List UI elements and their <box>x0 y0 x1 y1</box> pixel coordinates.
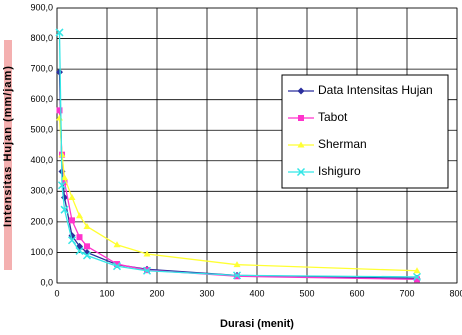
marker <box>112 262 122 271</box>
marker <box>142 266 152 275</box>
series-line <box>58 32 418 278</box>
marker <box>113 241 121 248</box>
y-tick-label: 400,0 <box>30 155 53 165</box>
marker <box>412 272 422 281</box>
x-tick-label: 300 <box>199 288 214 298</box>
legend-marker <box>296 167 306 177</box>
legend: Data Intensitas Hujan Tabot Sherman Ishigur… <box>281 74 449 189</box>
y-tick-label: 600,0 <box>30 94 53 104</box>
marker <box>76 234 83 241</box>
legend-marker <box>298 115 304 121</box>
marker <box>61 174 68 181</box>
y-tick-label: 900,0 <box>30 2 53 12</box>
marker <box>82 251 92 260</box>
marker <box>69 217 75 224</box>
y-axis-label: Intensitas Hujan (mm/jam) <box>2 65 14 227</box>
x-tick-label: 100 <box>99 288 114 298</box>
marker <box>56 107 63 114</box>
marker <box>233 261 241 268</box>
marker <box>143 250 151 257</box>
x-tick-label: 500 <box>299 288 314 298</box>
marker <box>413 267 421 274</box>
legend-box <box>281 74 449 189</box>
marker <box>414 276 420 283</box>
y-tick-label: 0,0 <box>40 277 53 287</box>
y-tick-label: 100,0 <box>30 247 53 257</box>
x-tick-label: 0 <box>54 288 59 298</box>
marker <box>83 222 91 229</box>
marker <box>75 246 84 255</box>
y-tick-label: 800,0 <box>30 33 53 43</box>
y-tick-label: 200,0 <box>30 216 53 226</box>
marker <box>55 28 64 37</box>
marker <box>76 212 83 219</box>
series-line <box>58 117 418 272</box>
marker <box>114 261 120 268</box>
legend-label: Data Intensitas Hujan <box>318 83 433 97</box>
legend-label: Ishiguro <box>318 164 361 178</box>
marker <box>67 236 77 245</box>
y-tick-label: 500,0 <box>30 125 53 135</box>
x-tick-label: 400 <box>249 288 264 298</box>
x-tick-label: 800 <box>449 288 462 298</box>
marker <box>232 271 242 280</box>
y-tick-label: 300,0 <box>30 186 53 196</box>
y-tick-label: 700,0 <box>30 63 53 73</box>
legend-label: Tabot <box>318 110 348 124</box>
x-tick-label: 700 <box>399 288 414 298</box>
marker <box>84 243 90 250</box>
y-label-highlight <box>4 40 12 270</box>
marker <box>60 205 69 214</box>
marker <box>68 193 76 200</box>
legend-marker <box>297 141 305 148</box>
marker <box>57 181 67 190</box>
legend-label: Sherman <box>318 137 367 151</box>
x-tick-label: 600 <box>349 288 364 298</box>
x-axis-label: Durasi (menit) <box>220 318 294 330</box>
legend-marker <box>297 87 305 95</box>
x-tick-label: 200 <box>149 288 164 298</box>
